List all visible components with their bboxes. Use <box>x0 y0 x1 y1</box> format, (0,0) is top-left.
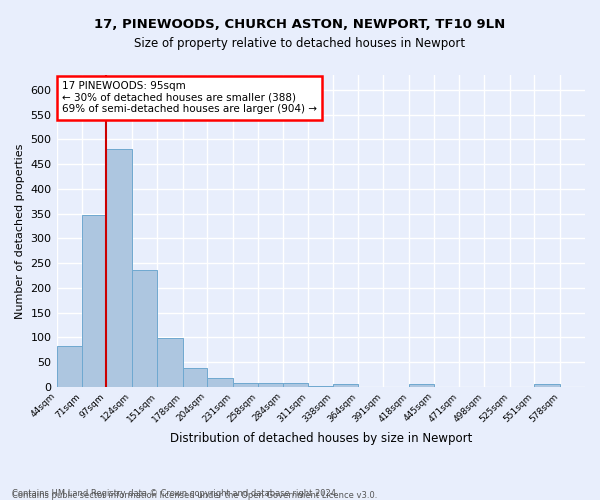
Bar <box>82 214 106 386</box>
Bar <box>56 346 82 387</box>
Bar <box>233 383 258 386</box>
Bar <box>132 270 157 386</box>
Text: Contains HM Land Registry data © Crown copyright and database right 2024.: Contains HM Land Registry data © Crown c… <box>12 488 338 498</box>
Bar <box>534 384 560 386</box>
Y-axis label: Number of detached properties: Number of detached properties <box>15 143 25 318</box>
Bar <box>106 149 132 386</box>
Text: Size of property relative to detached houses in Newport: Size of property relative to detached ho… <box>134 38 466 51</box>
Bar <box>207 378 233 386</box>
Bar <box>334 384 358 386</box>
Bar <box>409 384 434 386</box>
Text: Contains public sector information licensed under the Open Government Licence v3: Contains public sector information licen… <box>12 491 377 500</box>
Bar <box>283 384 308 386</box>
Text: 17 PINEWOODS: 95sqm
← 30% of detached houses are smaller (388)
69% of semi-detac: 17 PINEWOODS: 95sqm ← 30% of detached ho… <box>62 81 317 114</box>
Bar <box>258 383 283 386</box>
X-axis label: Distribution of detached houses by size in Newport: Distribution of detached houses by size … <box>170 432 472 445</box>
Bar <box>157 338 183 386</box>
Bar <box>183 368 207 386</box>
Text: 17, PINEWOODS, CHURCH ASTON, NEWPORT, TF10 9LN: 17, PINEWOODS, CHURCH ASTON, NEWPORT, TF… <box>94 18 506 30</box>
